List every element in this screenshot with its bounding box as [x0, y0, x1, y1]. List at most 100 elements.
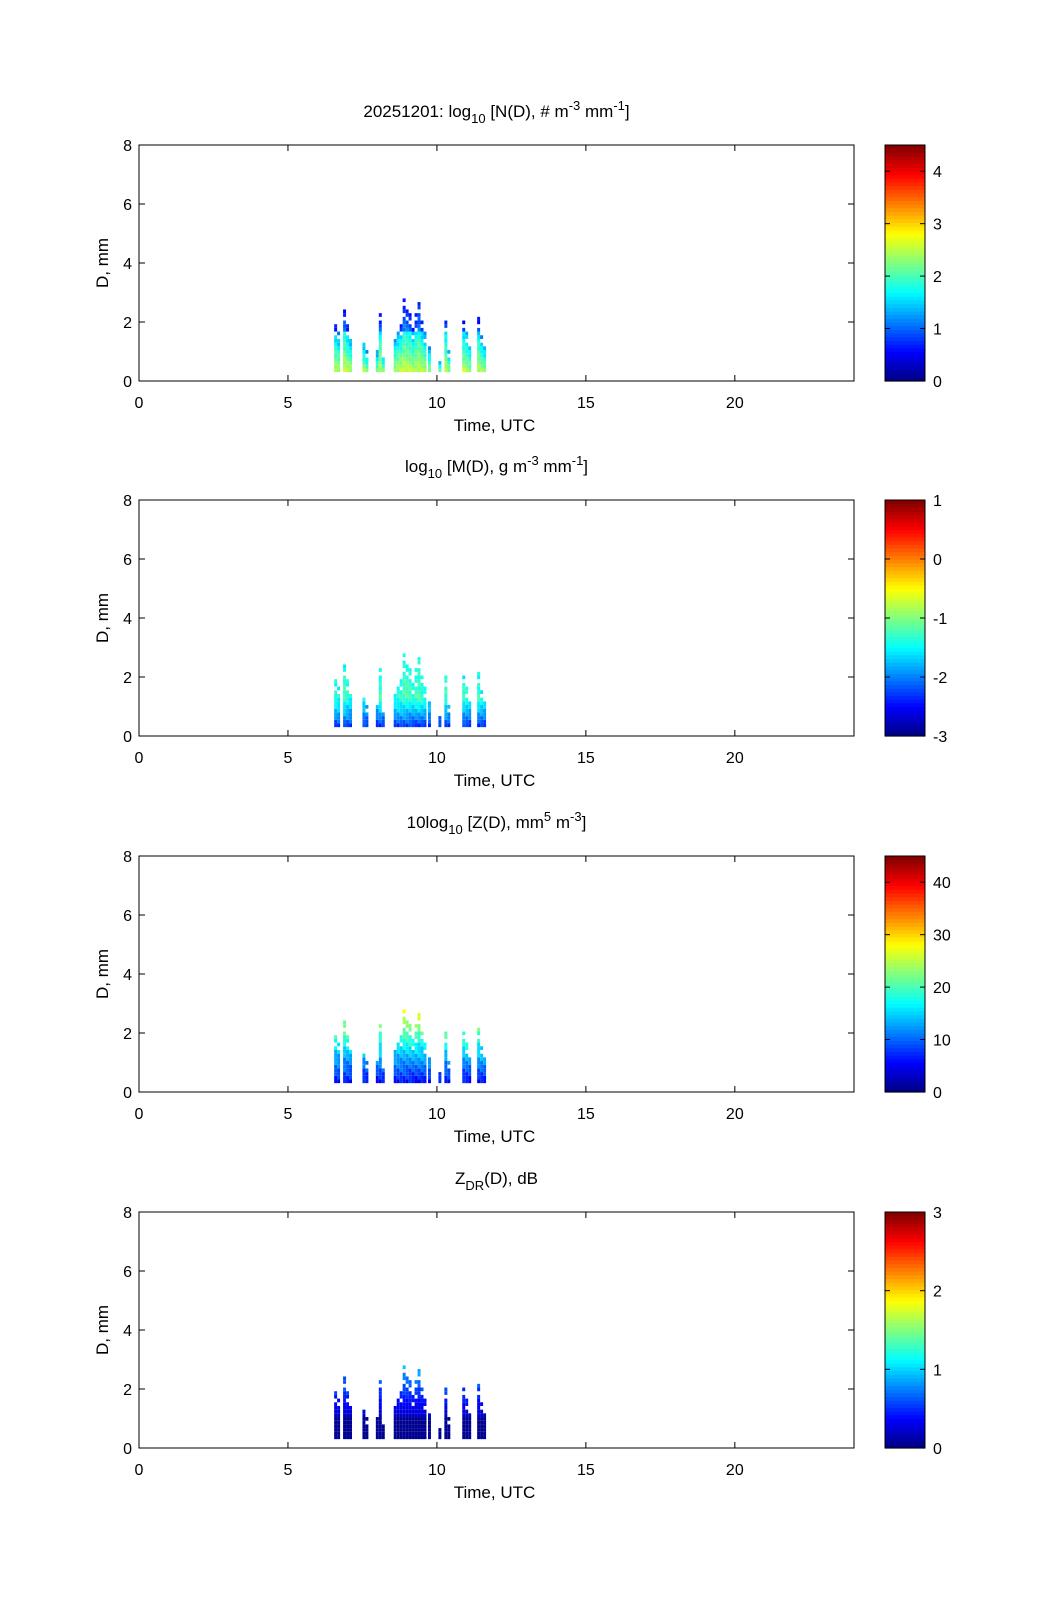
- heatmap-cell: [483, 701, 487, 706]
- colorbar-step: [885, 673, 925, 678]
- colorbar-step: [885, 233, 925, 238]
- heatmap-cell: [465, 1053, 469, 1058]
- heatmap-cell: [480, 1064, 484, 1069]
- heatmap-cell: [477, 1405, 481, 1410]
- heatmap-cell: [483, 357, 487, 362]
- colorbar-step: [885, 959, 925, 964]
- heatmap-cell: [480, 1079, 484, 1084]
- heatmap-cells: [334, 1365, 487, 1440]
- heatmap-cell: [405, 331, 409, 336]
- heatmap-cell: [343, 1024, 347, 1028]
- heatmap-cell: [420, 327, 424, 332]
- heatmap-cell: [465, 1402, 469, 1406]
- heatmap-cell: [399, 697, 403, 702]
- colorbar-step: [885, 288, 925, 294]
- heatmap-cell: [477, 723, 481, 728]
- colorbar-step: [885, 933, 925, 938]
- heatmap-cell: [396, 1424, 400, 1429]
- heatmap-cell: [399, 701, 403, 706]
- heatmap-cell: [405, 1387, 409, 1392]
- heatmap-cell: [365, 361, 369, 365]
- colorbar-tick-label: 1: [933, 1362, 942, 1379]
- heatmap-cell: [375, 1428, 379, 1432]
- heatmap-cell: [420, 331, 424, 336]
- heatmap-cell: [417, 660, 421, 665]
- heatmap-cell: [399, 1038, 403, 1043]
- heatmap-cell: [420, 335, 424, 339]
- heatmap-cell: [480, 1061, 484, 1065]
- y-tick-label: 4: [123, 1323, 132, 1340]
- heatmap-cell: [349, 361, 353, 365]
- heatmap-cell: [378, 690, 382, 694]
- heatmap-cell: [396, 1061, 400, 1065]
- heatmap-cell: [427, 364, 431, 369]
- heatmap-cell: [480, 346, 484, 351]
- heatmap-cell: [423, 361, 427, 365]
- heatmap-cell: [420, 1079, 424, 1084]
- heatmap-cell: [427, 1061, 431, 1065]
- heatmap-cell: [402, 723, 406, 728]
- heatmap-cell: [405, 1391, 409, 1395]
- colorbar-step: [885, 366, 925, 371]
- heatmap-cell: [396, 353, 400, 358]
- heatmap-cell: [399, 368, 403, 373]
- heatmap-cell: [402, 1035, 406, 1039]
- heatmap-cell: [423, 1068, 427, 1073]
- heatmap-cell: [417, 368, 421, 373]
- heatmap-cell: [414, 1417, 418, 1421]
- colorbar-step: [885, 937, 925, 942]
- heatmap-cell: [362, 1072, 366, 1076]
- heatmap-cell: [462, 368, 466, 373]
- heatmap-cell: [349, 723, 353, 728]
- heatmap-cell: [408, 693, 412, 698]
- heatmap-cell: [462, 320, 466, 325]
- heatmap-cell: [411, 1042, 415, 1047]
- heatmap-cell: [417, 1424, 421, 1429]
- heatmap-cell: [393, 364, 397, 369]
- y-tick-label: 0: [123, 1441, 132, 1458]
- colorbar-step: [885, 540, 925, 545]
- heatmap-cell: [378, 1057, 382, 1062]
- heatmap-cell: [346, 1428, 350, 1432]
- heatmap-cell: [414, 350, 418, 354]
- colorbar-step: [885, 581, 925, 586]
- heatmap-cell: [408, 1057, 412, 1062]
- heatmap-cell: [462, 705, 466, 709]
- heatmap-cell: [405, 723, 409, 728]
- heatmap-cell: [462, 719, 466, 724]
- colorbar-step: [885, 900, 925, 905]
- heatmap-cell: [343, 1053, 347, 1058]
- colorbar-step: [885, 174, 925, 179]
- colorbar-step: [885, 929, 925, 935]
- colorbar-step: [885, 1293, 925, 1298]
- heatmap-cell: [411, 723, 415, 728]
- heatmap-cell: [420, 342, 424, 347]
- colorbar-step: [885, 966, 925, 971]
- heatmap-cell: [427, 712, 431, 717]
- heatmap-cell: [334, 1428, 338, 1432]
- heatmap-cell: [405, 1031, 409, 1036]
- heatmap-cell: [420, 1409, 424, 1414]
- colorbar-tick-label: 3: [933, 1205, 942, 1222]
- heatmap-cell: [417, 1383, 421, 1388]
- heatmap-cell: [393, 1405, 397, 1410]
- colorbar-step: [885, 1414, 925, 1420]
- heatmap-cell: [343, 1394, 347, 1399]
- heatmap-cell: [405, 1413, 409, 1418]
- heatmap-cell: [346, 712, 350, 717]
- heatmap-cell: [337, 1053, 341, 1058]
- heatmap-cell: [402, 1435, 406, 1440]
- heatmap-cell: [417, 657, 421, 661]
- colorbar-step: [885, 170, 925, 176]
- heatmap-cell: [465, 719, 469, 724]
- heatmap-cell: [447, 712, 451, 717]
- heatmap-cell: [393, 1064, 397, 1069]
- heatmap-cell: [402, 1064, 406, 1069]
- heatmap-cell: [362, 1079, 366, 1084]
- heatmap-cell: [362, 364, 366, 369]
- colorbar-step: [885, 362, 925, 367]
- heatmap-cell: [477, 1049, 481, 1054]
- heatmap-cell: [444, 1042, 448, 1047]
- heatmap-cell: [337, 705, 341, 709]
